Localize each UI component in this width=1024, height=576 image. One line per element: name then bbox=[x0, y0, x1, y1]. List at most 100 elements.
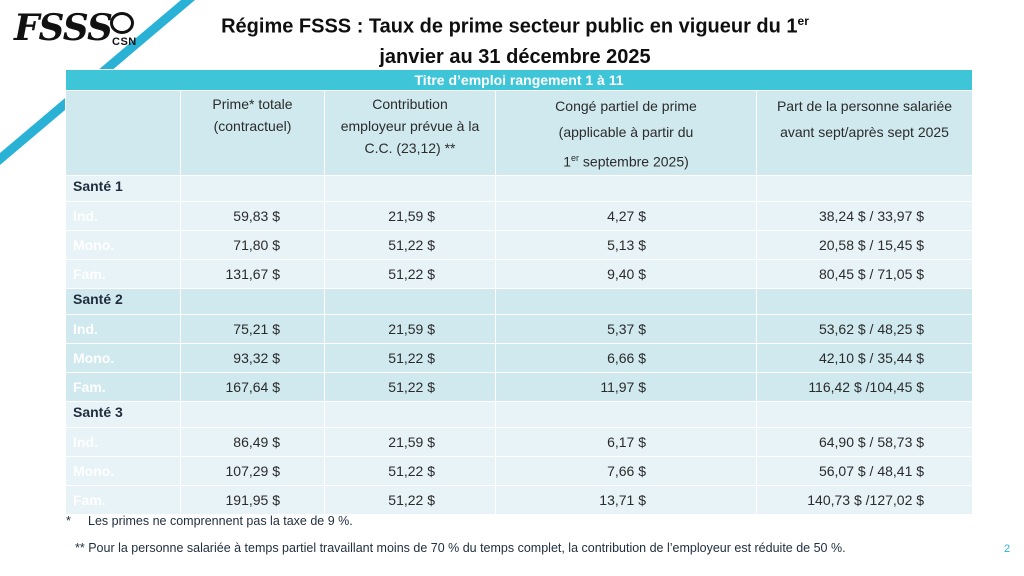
cell-part-salariee: 38,24 $ / 33,97 $ bbox=[755, 200, 974, 231]
header-text: (applicable à partir du bbox=[558, 124, 694, 140]
table-row: Ind. 59,83 $21,59 $4,27 $38,24 $ / 33,97 … bbox=[65, 200, 974, 231]
header-part-salariee: Part de la personne salariée avant sept/… bbox=[755, 90, 974, 176]
footnote-star: * bbox=[66, 514, 71, 528]
group-title: Santé 2 bbox=[65, 287, 181, 315]
empty-cell bbox=[180, 287, 325, 315]
cell-prime-totale: 167,64 $ bbox=[180, 371, 325, 402]
row-label: Fam. bbox=[65, 484, 181, 515]
cell-prime-totale: 131,67 $ bbox=[180, 258, 325, 289]
cell-contribution: 51,22 $ bbox=[324, 342, 496, 373]
cell-contribution: 51,22 $ bbox=[324, 229, 496, 260]
group-title: Santé 1 bbox=[65, 174, 181, 202]
footnote-part-time: ** Pour la personne salariée à temps par… bbox=[75, 541, 846, 555]
band-title: Titre d’emploi rangement 1 à 11 bbox=[64, 69, 974, 91]
header-text: (contractuel) bbox=[213, 118, 292, 134]
row-label: Fam. bbox=[65, 258, 181, 289]
empty-cell bbox=[495, 400, 757, 428]
cell-prime-totale: 71,80 $ bbox=[180, 229, 325, 260]
cell-conge-partiel: 7,66 $ bbox=[495, 455, 757, 486]
table-row: Ind. 75,21 $21,59 $5,37 $53,62 $ / 48,25 … bbox=[65, 313, 974, 344]
table-row: Fam. 191,95 $51,22 $13,71 $140,73 $ /127,… bbox=[65, 484, 974, 515]
cell-part-salariee: 42,10 $ / 35,44 $ bbox=[755, 342, 974, 373]
header-contribution: Contribution employeur prévue à la C.C. … bbox=[324, 90, 496, 176]
logo-subtext: CSN bbox=[112, 36, 137, 48]
cell-contribution: 51,22 $ bbox=[324, 371, 496, 402]
empty-cell bbox=[495, 174, 757, 202]
empty-cell bbox=[495, 287, 757, 315]
header-text-line3: 1er septembre 2025) bbox=[496, 145, 756, 175]
empty-cell bbox=[324, 400, 496, 428]
header-sup: er bbox=[571, 153, 580, 163]
header-text: 1 bbox=[563, 153, 572, 170]
cell-contribution: 21,59 $ bbox=[324, 313, 496, 344]
group-title: Santé 3 bbox=[65, 400, 181, 428]
cell-contribution: 51,22 $ bbox=[324, 455, 496, 486]
table-row: Fam. 167,64 $51,22 $11,97 $116,42 $ /104,… bbox=[65, 371, 974, 402]
cell-conge-partiel: 5,37 $ bbox=[495, 313, 757, 344]
footnote-tax-text: Les primes ne comprennent pas la taxe de… bbox=[88, 514, 353, 528]
cell-contribution: 21,59 $ bbox=[324, 200, 496, 231]
premium-table: Titre d’emploi rangement 1 à 11 Prime* t… bbox=[64, 69, 974, 515]
empty-cell bbox=[324, 287, 496, 315]
cell-part-salariee: 80,45 $ / 71,05 $ bbox=[755, 258, 974, 289]
cell-contribution: 51,22 $ bbox=[324, 484, 496, 515]
cell-prime-totale: 59,83 $ bbox=[180, 200, 325, 231]
cell-contribution: 51,22 $ bbox=[324, 258, 496, 289]
logo-ring-icon bbox=[110, 12, 134, 34]
footnote-tax: * Les primes ne comprennent pas la taxe d… bbox=[66, 514, 353, 528]
header-text: Prime* totale bbox=[212, 96, 293, 112]
cell-prime-totale: 86,49 $ bbox=[180, 426, 325, 457]
title-sup: er bbox=[797, 14, 809, 28]
band-row: Titre d’emploi rangement 1 à 11 bbox=[64, 69, 974, 91]
empty-cell bbox=[180, 174, 325, 202]
empty-cell bbox=[755, 400, 974, 428]
cell-contribution: 21,59 $ bbox=[324, 426, 496, 457]
page-number: 2 bbox=[1004, 543, 1011, 555]
table-row: Mono. 107,29 $51,22 $7,66 $56,07 $ / 48,4… bbox=[65, 455, 974, 486]
header-text: avant sept/après sept 2025 bbox=[780, 124, 949, 140]
table-body: Santé 1 Ind. 59,83 $21,59 $4,27 $38,24 $ /… bbox=[65, 174, 974, 515]
row-label: Mono. bbox=[65, 229, 181, 260]
cell-conge-partiel: 11,97 $ bbox=[495, 371, 757, 402]
page-title: Régime FSSS : Taux de prime secteur publ… bbox=[200, 6, 830, 72]
cell-conge-partiel: 6,66 $ bbox=[495, 342, 757, 373]
table-row: Fam. 131,67 $51,22 $9,40 $80,45 $ / 71,05… bbox=[65, 258, 974, 289]
empty-cell bbox=[180, 400, 325, 428]
header-empty-cell bbox=[65, 90, 181, 176]
cell-part-salariee: 56,07 $ / 48,41 $ bbox=[755, 455, 974, 486]
cell-conge-partiel: 4,27 $ bbox=[495, 200, 757, 231]
cell-conge-partiel: 13,71 $ bbox=[495, 484, 757, 515]
row-label: Ind. bbox=[65, 426, 181, 457]
header-text: Contribution bbox=[372, 96, 448, 112]
header-text: C.C. (23,12) ** bbox=[364, 140, 456, 156]
cell-conge-partiel: 6,17 $ bbox=[495, 426, 757, 457]
row-label: Mono. bbox=[65, 342, 181, 373]
group-title-row: Santé 3 bbox=[65, 400, 974, 428]
group-title-row: Santé 2 bbox=[65, 287, 974, 315]
cell-conge-partiel: 9,40 $ bbox=[495, 258, 757, 289]
empty-cell bbox=[324, 174, 496, 202]
cell-part-salariee: 20,58 $ / 15,45 $ bbox=[755, 229, 974, 260]
header-text: Congé partiel de prime bbox=[555, 98, 697, 114]
cell-prime-totale: 107,29 $ bbox=[180, 455, 325, 486]
empty-cell bbox=[755, 174, 974, 202]
group-title-row: Santé 1 bbox=[65, 174, 974, 202]
cell-part-salariee: 116,42 $ /104,45 $ bbox=[755, 371, 974, 402]
empty-cell bbox=[755, 287, 974, 315]
header-conge-partiel: Congé partiel de prime (applicable à par… bbox=[495, 90, 757, 176]
title-line2: janvier au 31 décembre 2025 bbox=[379, 45, 651, 68]
row-label: Mono. bbox=[65, 455, 181, 486]
header-text: septembre 2025) bbox=[579, 153, 689, 170]
table-row: Ind. 86,49 $21,59 $6,17 $64,90 $ / 58,73 … bbox=[65, 426, 974, 457]
title-line1: Régime FSSS : Taux de prime secteur publ… bbox=[221, 15, 798, 38]
header-prime-totale: Prime* totale (contractuel) bbox=[180, 90, 325, 176]
fsss-csn-logo: FSSS CSN bbox=[14, 6, 136, 52]
cell-part-salariee: 140,73 $ /127,02 $ bbox=[755, 484, 974, 515]
row-label: Fam. bbox=[65, 371, 181, 402]
cell-prime-totale: 93,32 $ bbox=[180, 342, 325, 373]
cell-conge-partiel: 5,13 $ bbox=[495, 229, 757, 260]
row-label: Ind. bbox=[65, 313, 181, 344]
logo-text: FSSS bbox=[14, 7, 113, 49]
header-row: Prime* totale (contractuel) Contribution… bbox=[65, 90, 974, 176]
cell-prime-totale: 191,95 $ bbox=[180, 484, 325, 515]
